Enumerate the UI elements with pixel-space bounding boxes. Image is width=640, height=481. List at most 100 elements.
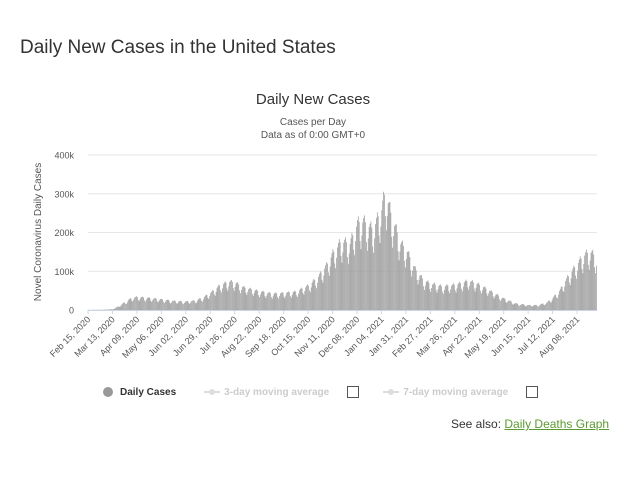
bar[interactable] [185,301,187,310]
bar[interactable] [287,292,288,310]
bar[interactable] [356,220,358,310]
bar[interactable] [452,284,453,310]
bar[interactable] [270,293,271,310]
bar[interactable] [454,290,456,310]
bar[interactable] [258,295,259,310]
bar[interactable] [434,284,436,310]
bar[interactable] [218,284,220,310]
bar[interactable] [351,232,353,310]
bar[interactable] [535,304,537,310]
bar[interactable] [367,238,369,310]
bar[interactable] [227,290,229,310]
bar[interactable] [516,303,518,310]
bar[interactable] [366,250,368,310]
bar[interactable] [502,297,504,310]
bar[interactable] [168,300,170,310]
bar[interactable] [111,309,113,310]
bar[interactable] [487,295,489,310]
bar[interactable] [335,268,336,310]
bar[interactable] [281,291,283,310]
bar[interactable] [539,304,541,310]
bar[interactable] [583,263,585,310]
bar[interactable] [176,303,178,310]
bar[interactable] [555,294,557,310]
bar[interactable] [462,291,463,310]
bar[interactable] [212,290,213,310]
bar[interactable] [263,292,265,310]
bar[interactable] [481,290,483,310]
bar[interactable] [317,282,318,310]
bar[interactable] [289,296,291,310]
bar[interactable] [593,254,595,310]
bar[interactable] [471,280,472,310]
bar[interactable] [385,216,386,310]
bar[interactable] [353,249,355,310]
bar[interactable] [452,283,454,310]
bar[interactable] [443,290,445,310]
daily-deaths-graph-link[interactable]: Daily Deaths Graph [504,417,610,431]
bar[interactable] [274,293,276,310]
bar[interactable] [394,225,395,310]
bar[interactable] [326,262,327,310]
bar[interactable] [209,296,211,310]
bar[interactable] [324,268,326,310]
bar[interactable] [552,298,554,310]
bar[interactable] [491,292,493,310]
bar[interactable] [497,294,499,310]
bar[interactable] [474,291,476,310]
bar[interactable] [145,301,146,310]
bar[interactable] [587,252,588,310]
bar[interactable] [109,309,111,310]
bar[interactable] [472,280,473,310]
bar[interactable] [518,305,519,310]
bar[interactable] [265,298,267,310]
bar[interactable] [333,251,335,310]
bar[interactable] [582,273,584,310]
bar[interactable] [276,293,278,310]
bar[interactable] [126,302,128,310]
bar[interactable] [404,267,406,310]
bar[interactable] [389,202,391,310]
bar[interactable] [336,257,337,310]
bar[interactable] [195,303,197,310]
bar[interactable] [169,302,171,310]
bar[interactable] [435,290,437,310]
bar[interactable] [588,269,590,310]
bar[interactable] [350,238,352,310]
bar[interactable] [252,296,254,310]
bar[interactable] [354,255,355,310]
bar[interactable] [175,303,177,310]
bar[interactable] [241,289,242,310]
bar[interactable] [164,301,166,310]
bar[interactable] [234,286,236,310]
bar[interactable] [484,286,486,311]
bar[interactable] [245,292,247,310]
bar[interactable] [154,298,155,310]
bar[interactable] [166,299,168,310]
bar[interactable] [272,296,274,310]
bar[interactable] [119,306,121,310]
bar[interactable] [301,288,303,310]
bar[interactable] [419,275,421,310]
bar[interactable] [298,293,299,310]
bar[interactable] [220,290,221,310]
bar[interactable] [521,304,523,310]
bar[interactable] [450,289,451,310]
bar[interactable] [349,244,351,310]
bar[interactable] [407,251,409,310]
bar[interactable] [221,292,222,310]
bar[interactable] [426,281,428,310]
bar[interactable] [147,297,149,310]
bar[interactable] [470,281,471,310]
bar[interactable] [565,281,567,310]
bar[interactable] [378,235,380,310]
bar[interactable] [529,304,530,310]
bar[interactable] [232,281,233,310]
bar[interactable] [402,240,403,310]
bar[interactable] [267,293,269,310]
bar[interactable] [314,279,316,310]
bar[interactable] [509,300,510,310]
bar[interactable] [503,297,505,310]
bar[interactable] [145,299,147,310]
bar[interactable] [141,296,143,310]
